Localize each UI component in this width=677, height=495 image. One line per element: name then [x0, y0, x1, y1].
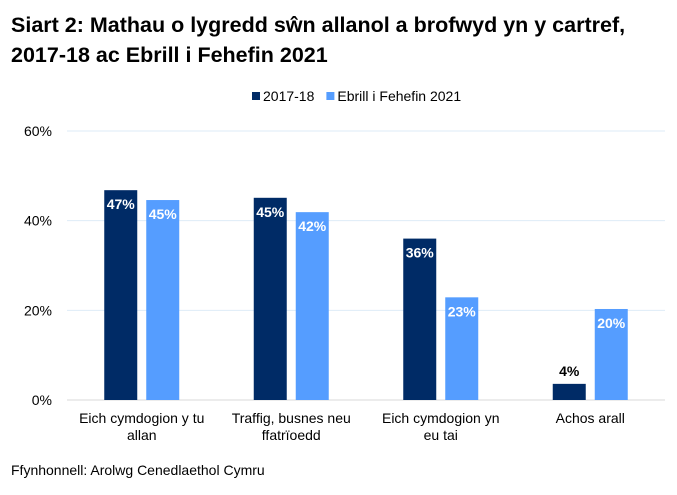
- legend-swatch: [326, 92, 335, 100]
- bar: [146, 200, 180, 400]
- x-tick-label: eu tai: [424, 427, 458, 443]
- x-tick-label: allan: [127, 427, 157, 443]
- legend-label: 2017-18: [263, 88, 315, 104]
- data-label: 36%: [406, 245, 435, 261]
- bar: [403, 238, 437, 400]
- x-tick-label: Traffig, busnes neu: [232, 410, 351, 426]
- bar: [445, 297, 479, 400]
- x-tick-label: Eich cymdogion yn: [382, 410, 500, 426]
- x-tick-label: Achos arall: [556, 410, 625, 426]
- data-label: 20%: [597, 315, 626, 331]
- data-label: 45%: [256, 204, 285, 220]
- y-tick-label: 20%: [24, 302, 52, 318]
- y-tick-label: 0%: [32, 392, 52, 408]
- bar: [295, 212, 329, 400]
- data-label: 42%: [298, 218, 327, 234]
- chart-title: Siart 2: Mathau o lygredd sŵn allanol a …: [11, 13, 626, 67]
- legend-label: Ebrill i Fehefin 2021: [337, 88, 461, 104]
- data-label: 47%: [107, 196, 136, 212]
- data-label: 4%: [559, 363, 580, 379]
- bar: [552, 383, 586, 400]
- y-tick-label: 60%: [24, 123, 52, 139]
- bar: [594, 308, 628, 400]
- source-note: Ffynhonnell: Arolwg Cenedlaethol Cymru: [11, 462, 265, 478]
- y-tick-label: 40%: [24, 213, 52, 229]
- x-tick-label: ffatrïoedd: [262, 427, 321, 443]
- bar: [253, 197, 287, 400]
- data-label: 23%: [448, 303, 477, 319]
- bar: [104, 190, 138, 400]
- legend-swatch: [252, 92, 260, 100]
- x-tick-label: Eich cymdogion y tu: [79, 410, 204, 426]
- data-label: 45%: [149, 206, 178, 222]
